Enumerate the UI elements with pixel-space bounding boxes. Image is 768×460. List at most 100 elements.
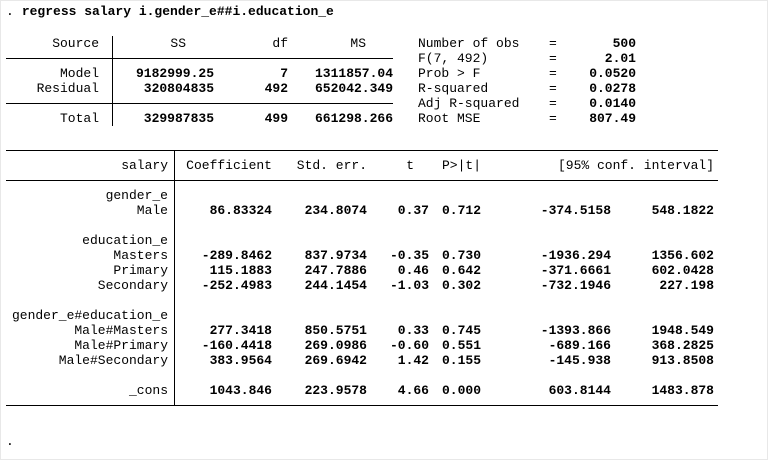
horizontal-rule (6, 150, 718, 151)
ci-high-value: 602.0428 (651, 263, 714, 278)
horizontal-rule (6, 103, 393, 104)
anova-vertical-rule (112, 36, 113, 126)
ss-header: SS (170, 36, 186, 51)
ms-header: MS (350, 36, 366, 51)
coef-header-separator (6, 173, 718, 188)
t-value: -0.35 (389, 248, 429, 263)
horizontal-rule (6, 405, 718, 406)
p-header: P>|t| (441, 158, 481, 173)
horizontal-rule (6, 180, 718, 181)
stat-label: R-squared (418, 81, 489, 96)
ss-value: 320804835 (143, 81, 214, 96)
ms-value: 1311857.04 (314, 66, 393, 81)
coef-group-row-interaction: gender_e#education_e (6, 308, 718, 323)
t-value: 1.42 (397, 353, 429, 368)
stderr-value: 269.0986 (304, 338, 367, 353)
ci-high-value: 548.1822 (651, 203, 714, 218)
p-value: 0.000 (441, 383, 481, 398)
equals-sign: = (549, 66, 557, 81)
coef-value: 383.9564 (209, 353, 272, 368)
anova-header-row: Source SS df MS (6, 36, 393, 51)
ci-low-value: -371.6661 (540, 263, 611, 278)
coef-row-label: Male#Secondary (58, 353, 168, 368)
ci-high-value: 1483.878 (651, 383, 714, 398)
stata-prompt: . (6, 4, 14, 19)
source-label: Residual (36, 81, 99, 96)
stderr-value: 269.6942 (304, 353, 367, 368)
coef-row-cons: _cons 1043.846 223.9578 4.66 0.000 603.8… (6, 383, 718, 398)
coef-row-label: Male#Primary (74, 338, 168, 353)
anova-table: Source SS df MS Model 9182999.25 7 13118… (6, 36, 393, 126)
coef-value: -160.4418 (201, 338, 272, 353)
ci-high-value: 227.198 (659, 278, 714, 293)
stderr-value: 850.5751 (304, 323, 367, 338)
p-value: 0.302 (441, 278, 481, 293)
anova-model-row: Model 9182999.25 7 1311857.04 (6, 66, 393, 81)
horizontal-rule (6, 58, 393, 59)
ci-header: [95% conf. interval] (557, 158, 714, 173)
t-value: -0.60 (389, 338, 429, 353)
ci-low-value: -1393.866 (540, 323, 611, 338)
ci-low-value: -689.166 (548, 338, 611, 353)
t-value: 0.46 (397, 263, 429, 278)
t-value: 0.37 (397, 203, 429, 218)
ci-low-value: 603.8144 (548, 383, 611, 398)
coef-row-male-secondary: Male#Secondary 383.9564 269.6942 1.42 0.… (6, 353, 718, 368)
stata-prompt: . (6, 434, 14, 449)
equals-sign: = (549, 111, 557, 126)
coef-row-male-primary: Male#Primary -160.4418 269.0986 -0.60 0.… (6, 338, 718, 353)
df-value: 499 (264, 111, 288, 126)
source-label: Total (59, 111, 99, 126)
coef-row-masters: Masters -289.8462 837.9734 -0.35 0.730 -… (6, 248, 718, 263)
equals-sign: = (549, 96, 557, 111)
spacer-row (6, 218, 718, 233)
source-label: Model (59, 66, 99, 81)
stat-label: F(7, 492) (418, 51, 489, 66)
coef-row-secondary: Secondary -252.4983 244.1454 -1.03 0.302… (6, 278, 718, 293)
stderr-value: 223.9578 (304, 383, 367, 398)
coef-vertical-rule (174, 150, 175, 406)
t-value: 4.66 (397, 383, 429, 398)
stat-label: Root MSE (418, 111, 481, 126)
p-value: 0.551 (441, 338, 481, 353)
stat-row-root-mse: Root MSE = 807.49 (418, 111, 636, 126)
spacer-row (6, 368, 718, 383)
coefficient-header: Coefficient (186, 158, 272, 173)
equals-sign: = (549, 51, 557, 66)
t-value: -1.03 (389, 278, 429, 293)
coef-header-row: salary Coefficient Std. err. t P>|t| [95… (6, 158, 718, 173)
ss-value: 9182999.25 (135, 66, 214, 81)
coef-row-label: Male#Masters (74, 323, 168, 338)
stat-label: Prob > F (418, 66, 481, 81)
p-value: 0.745 (441, 323, 481, 338)
ss-value: 329987835 (143, 111, 214, 126)
coef-value: 115.1883 (209, 263, 272, 278)
ci-low-value: -1936.294 (540, 248, 611, 263)
stat-value: 0.0520 (589, 66, 636, 81)
df-value: 7 (280, 66, 288, 81)
coefficient-table: salary Coefficient Std. err. t P>|t| [95… (6, 143, 718, 413)
coef-row-primary: Primary 115.1883 247.7886 0.46 0.642 -37… (6, 263, 718, 278)
t-value: 0.33 (397, 323, 429, 338)
stderr-value: 247.7886 (304, 263, 367, 278)
anova-residual-row: Residual 320804835 492 652042.349 (6, 81, 393, 96)
coef-row-label: Secondary (97, 278, 168, 293)
ms-value: 652042.349 (314, 81, 393, 96)
stat-label: Number of obs (418, 36, 520, 51)
variable-group-label: gender_e#education_e (11, 308, 168, 323)
anova-separator (6, 96, 393, 111)
coef-row-label: _cons (128, 383, 168, 398)
stderr-value: 244.1454 (304, 278, 367, 293)
df-header: df (272, 36, 288, 51)
p-value: 0.642 (441, 263, 481, 278)
stat-row-r-squared: R-squared = 0.0278 (418, 81, 636, 96)
df-value: 492 (264, 81, 288, 96)
p-value: 0.730 (441, 248, 481, 263)
coef-value: 86.83324 (209, 203, 272, 218)
stat-row-prob-f: Prob > F = 0.0520 (418, 66, 636, 81)
stderr-value: 837.9734 (304, 248, 367, 263)
p-value: 0.155 (441, 353, 481, 368)
ci-low-value: -374.5158 (540, 203, 611, 218)
stderr-value: 234.8074 (304, 203, 367, 218)
ci-low-value: -732.1946 (540, 278, 611, 293)
